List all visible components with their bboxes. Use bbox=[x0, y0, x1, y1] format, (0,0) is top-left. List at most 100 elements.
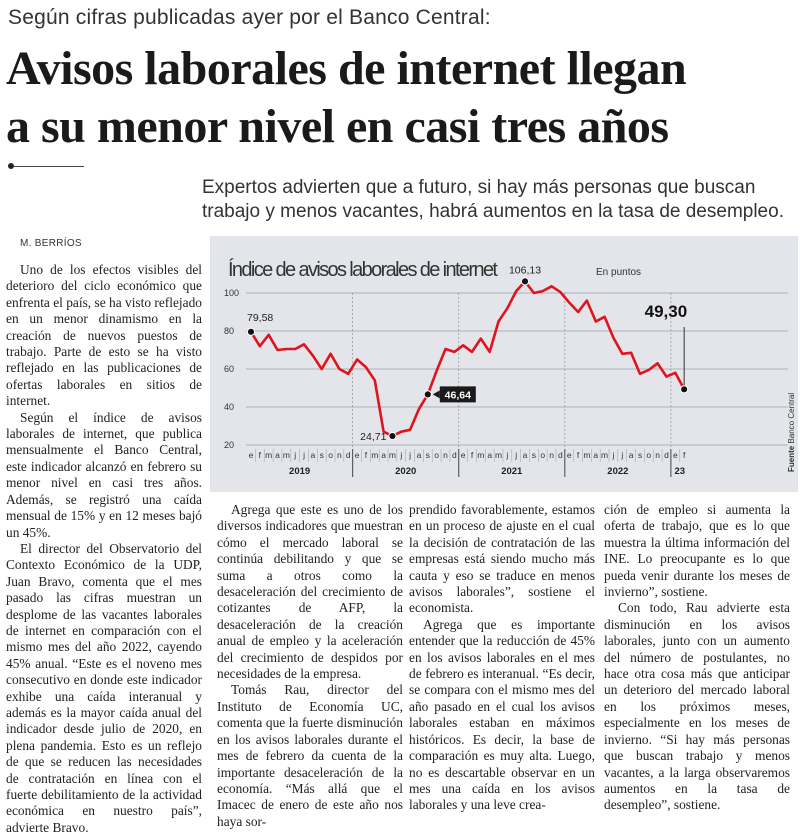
source-name: Banco Central bbox=[787, 393, 796, 444]
chart-title: Índice de avisos laborales de internet bbox=[228, 258, 498, 281]
data-label: 49,30 bbox=[645, 302, 688, 321]
x-month-label: j bbox=[514, 450, 517, 460]
data-point-marker bbox=[246, 327, 256, 336]
x-month-label: a bbox=[381, 450, 386, 460]
y-tick-label: 60 bbox=[224, 364, 234, 374]
paragraph: Agrega que este es uno de los diversos i… bbox=[217, 502, 403, 682]
x-year-label: 2021 bbox=[501, 466, 523, 477]
headline-line-2: a su menor nivel en casi tres años bbox=[6, 100, 669, 153]
deck: Expertos advierten que a futuro, si hay … bbox=[202, 177, 784, 222]
x-month-label: m bbox=[601, 450, 608, 460]
x-month-label: j bbox=[293, 450, 296, 460]
paragraph: Tomás Rau, director del Instituto de Eco… bbox=[217, 682, 403, 829]
x-month-label: f bbox=[365, 450, 368, 460]
x-month-label: j bbox=[505, 450, 508, 460]
source-label: Fuente bbox=[787, 444, 796, 472]
x-month-label: j bbox=[611, 450, 614, 460]
x-year-label: 2020 bbox=[395, 466, 416, 477]
article-column-1: Uno de los efectos visibles del deterior… bbox=[6, 262, 202, 836]
x-month-label: m bbox=[495, 450, 502, 460]
x-month-label: o bbox=[646, 450, 651, 460]
chart: Índice de avisos laborales de internet En… bbox=[210, 236, 798, 492]
x-month-label: o bbox=[434, 450, 439, 460]
paragraph: Agrega que es importante entender que la… bbox=[409, 616, 595, 813]
x-month-label: e bbox=[461, 450, 466, 460]
data-point-marker bbox=[423, 390, 432, 399]
x-month-label: j bbox=[408, 450, 411, 460]
x-month-label: n bbox=[337, 450, 342, 460]
x-month-label: e bbox=[673, 450, 678, 460]
x-month-label: j bbox=[302, 450, 305, 460]
divider bbox=[14, 166, 84, 167]
x-month-label: m bbox=[477, 450, 484, 460]
headline: Avisos laborales de internet llegan a su… bbox=[6, 40, 796, 156]
x-month-label: n bbox=[443, 450, 448, 460]
x-month-label: f bbox=[577, 450, 580, 460]
paragraph: Con todo, Rau advierte esta disminución … bbox=[604, 600, 790, 813]
paragraph: Uno de los efectos visibles del deterior… bbox=[6, 262, 202, 409]
data-point-marker bbox=[520, 277, 530, 286]
data-label: 79,58 bbox=[247, 312, 273, 324]
paragraph: ción de empleo si aumenta la oferta de t… bbox=[604, 502, 790, 600]
chart-unit-label: En puntos bbox=[596, 267, 641, 278]
y-tick-label: 80 bbox=[224, 326, 234, 336]
x-month-label: m bbox=[265, 450, 272, 460]
y-tick-label: 20 bbox=[224, 440, 234, 450]
x-month-label: a bbox=[311, 450, 316, 460]
rule-dot bbox=[8, 163, 14, 169]
x-month-label: a bbox=[275, 450, 280, 460]
x-month-label: a bbox=[417, 450, 422, 460]
x-month-label: j bbox=[399, 450, 402, 460]
chart-svg: Índice de avisos laborales de internet En… bbox=[224, 258, 796, 477]
x-month-label: m bbox=[583, 450, 590, 460]
x-month-label: m bbox=[371, 450, 378, 460]
data-label: 24,71 bbox=[360, 431, 386, 443]
y-tick-label: 100 bbox=[224, 288, 239, 298]
x-month-label: n bbox=[549, 450, 554, 460]
data-point-marker bbox=[388, 431, 397, 441]
x-month-label: s bbox=[320, 450, 324, 460]
headline-line-1: Avisos laborales de internet llegan bbox=[6, 42, 687, 95]
x-month-label: s bbox=[638, 450, 642, 460]
series-line bbox=[249, 280, 686, 438]
x-year-label: 2022 bbox=[607, 466, 628, 477]
x-year-label: 23 bbox=[674, 466, 685, 477]
x-year-label: 2019 bbox=[289, 466, 310, 477]
article-column-3: prendido favorablemente, estamos en un p… bbox=[409, 502, 595, 814]
x-month-label: a bbox=[523, 450, 528, 460]
kicker: Según cifras publicadas ayer por el Banc… bbox=[8, 6, 491, 29]
x-month-label: a bbox=[487, 450, 492, 460]
x-month-label: d bbox=[558, 450, 563, 460]
article-column-2: Agrega que este es uno de los diversos i… bbox=[217, 502, 403, 830]
x-month-label: s bbox=[532, 450, 536, 460]
x-month-label: f bbox=[683, 450, 686, 460]
x-month-label: m bbox=[389, 450, 396, 460]
paragraph: El director del Observatorio del Context… bbox=[6, 540, 202, 835]
x-month-label: e bbox=[249, 450, 254, 460]
x-month-label: n bbox=[655, 450, 660, 460]
data-point-marker bbox=[680, 385, 689, 394]
chart-source: Fuente Banco Central bbox=[787, 393, 796, 472]
paragraph: Según el índice de avisos laborales de i… bbox=[6, 409, 202, 540]
x-month-label: d bbox=[664, 450, 669, 460]
x-month-label: d bbox=[452, 450, 457, 460]
x-month-label: e bbox=[355, 450, 360, 460]
x-month-label: s bbox=[426, 450, 430, 460]
x-month-label: e bbox=[567, 450, 572, 460]
x-month-label: o bbox=[328, 450, 333, 460]
y-tick-label: 40 bbox=[224, 402, 234, 412]
x-month-label: a bbox=[629, 450, 634, 460]
data-label-pointer bbox=[432, 390, 440, 399]
byline: M. BERRÍOS bbox=[20, 238, 82, 249]
x-month-label: a bbox=[593, 450, 598, 460]
data-label: 46,64 bbox=[445, 389, 471, 401]
article-column-4: ción de empleo si aumenta la oferta de t… bbox=[604, 502, 790, 814]
data-label: 106,13 bbox=[509, 264, 541, 276]
x-month-label: o bbox=[540, 450, 545, 460]
x-month-label: m bbox=[283, 450, 290, 460]
x-month-label: f bbox=[259, 450, 262, 460]
data-label-box bbox=[439, 386, 476, 403]
x-month-label: f bbox=[471, 450, 474, 460]
paragraph: prendido favorablemente, estamos en un p… bbox=[409, 502, 595, 616]
x-month-label: j bbox=[620, 450, 623, 460]
